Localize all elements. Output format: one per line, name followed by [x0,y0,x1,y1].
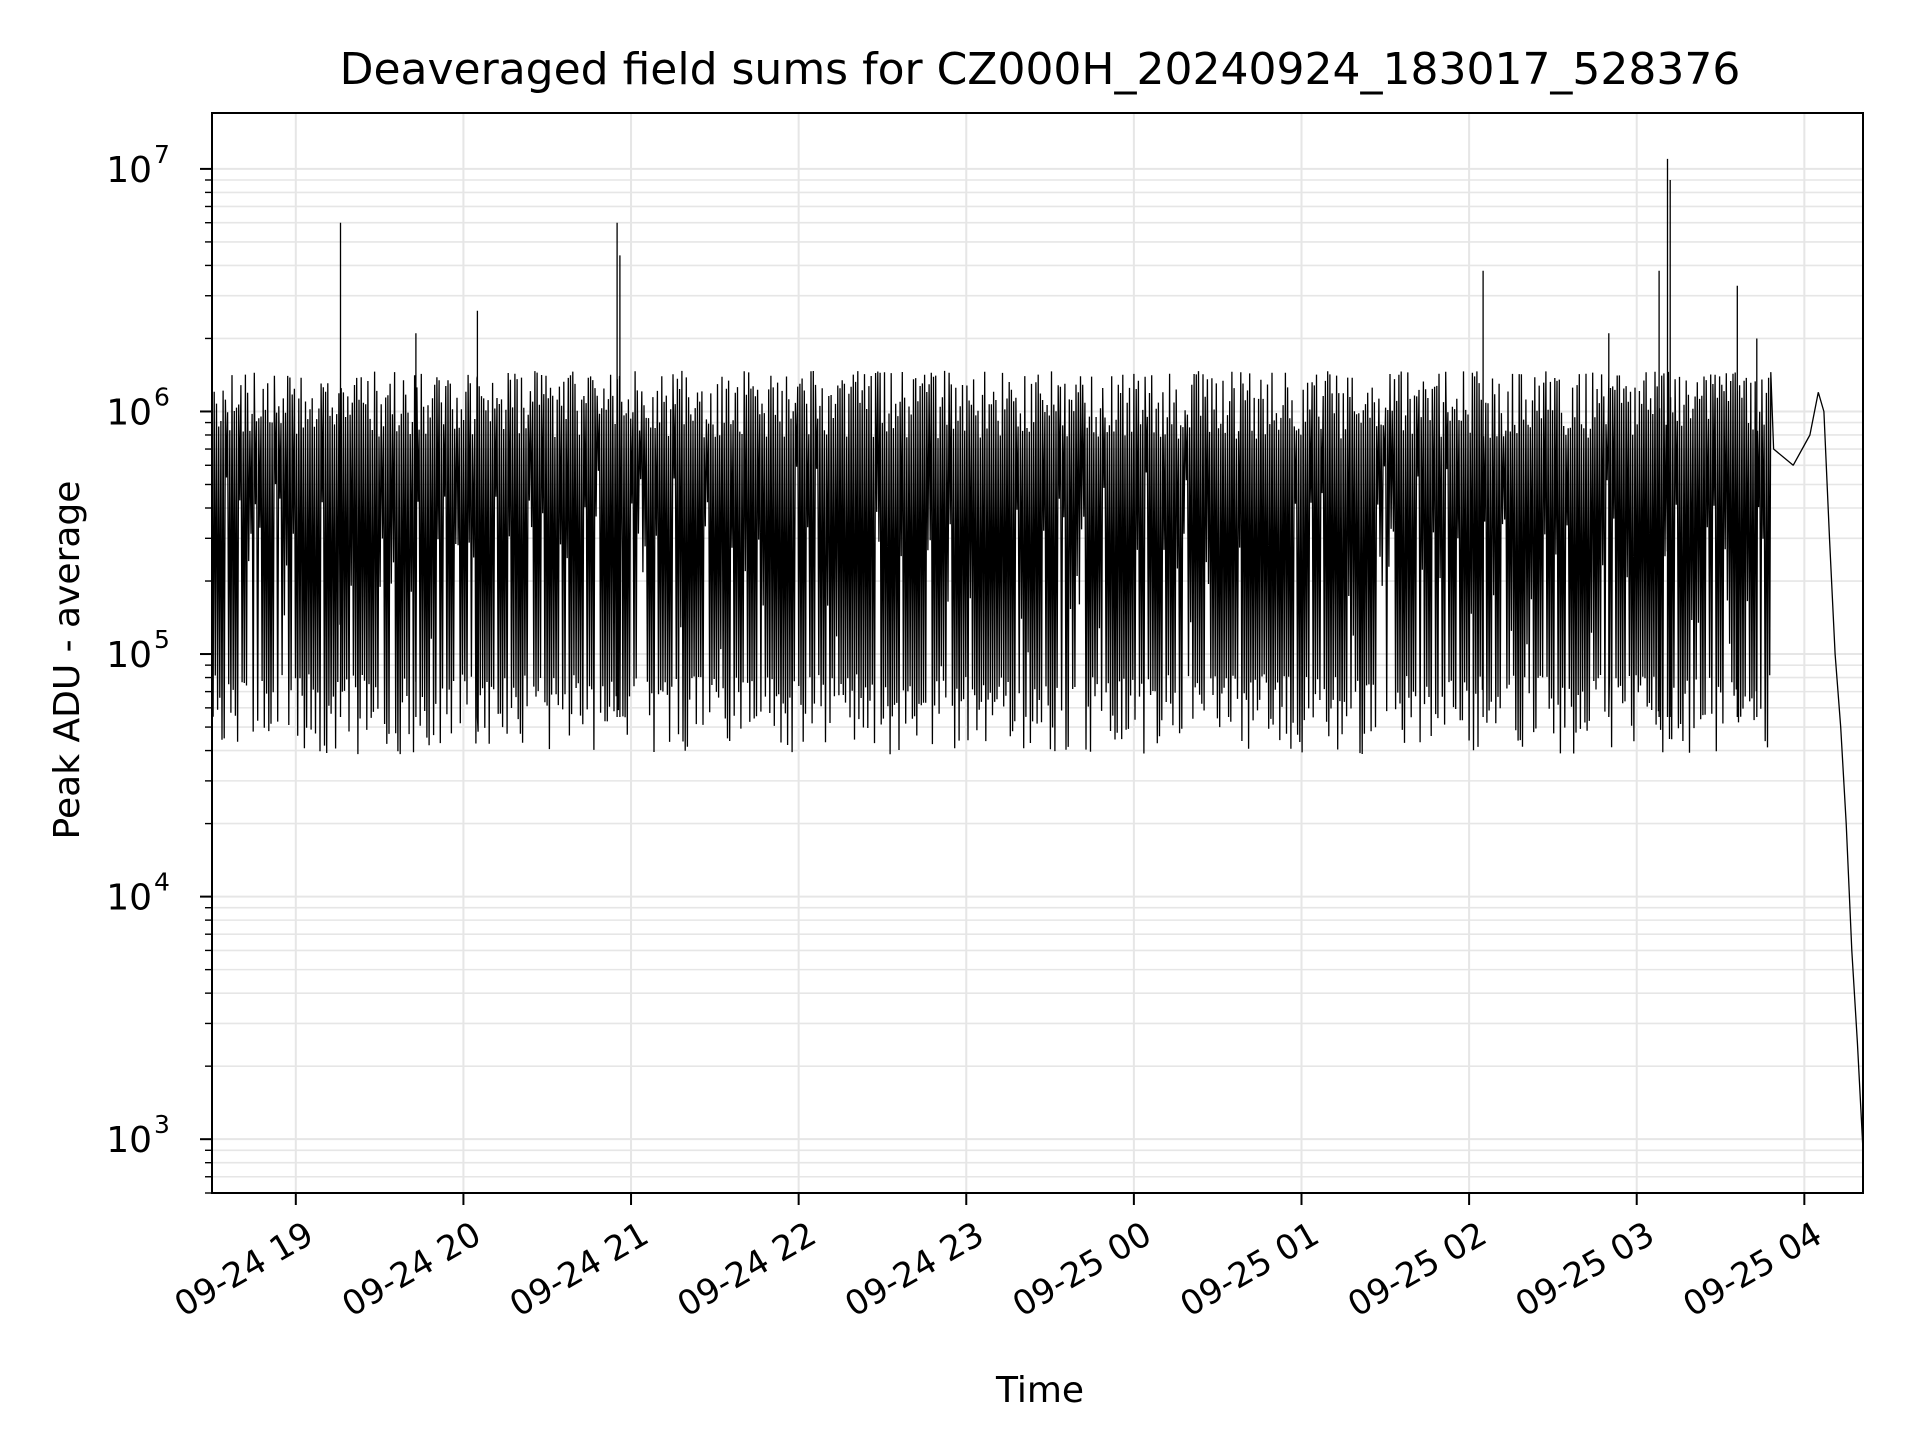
y-tick-exponent: 6 [154,382,170,411]
x-axis-label: Time [995,1370,1084,1411]
y-tick-exponent: 4 [154,868,170,897]
y-tick-label: 10 [106,1120,152,1161]
y-tick-label: 10 [106,392,152,433]
series-line-path [211,158,1864,1151]
y-tick-label: 10 [106,635,152,676]
series-line [211,158,1864,1151]
y-axis-label: Peak ADU - average [47,481,88,840]
y-tick-label: 10 [106,150,152,191]
y-tick-exponent: 3 [154,1110,170,1139]
y-tick-exponent: 7 [154,140,170,169]
plot-frame [211,112,1864,1194]
y-tick-exponent: 5 [154,625,170,654]
y-tick-label: 10 [106,878,152,919]
chart-title: Deaveraged field sums for CZ000H_2024092… [340,44,1741,95]
